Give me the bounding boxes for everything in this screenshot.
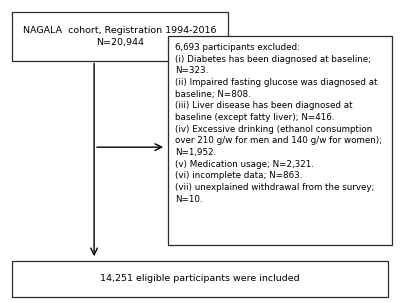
Text: NAGALA  cohort, Registration 1994-2016
N=20,944: NAGALA cohort, Registration 1994-2016 N=… <box>23 26 217 47</box>
Bar <box>12 261 388 297</box>
Bar <box>12 12 228 61</box>
Text: 6,693 participants excluded:
(i) Diabetes has been diagnosed at baseline;
N=323.: 6,693 participants excluded: (i) Diabete… <box>175 43 382 204</box>
Text: 14,251 eligible participants were included: 14,251 eligible participants were includ… <box>100 274 300 283</box>
Bar <box>168 36 392 245</box>
